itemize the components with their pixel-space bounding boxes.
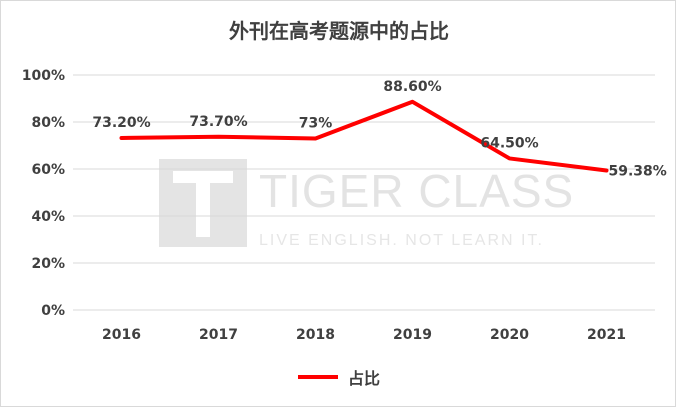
watermark-logo-t-stem (196, 171, 210, 237)
y-tick-label: 60% (31, 162, 65, 178)
y-tick-label: 80% (31, 115, 65, 131)
y-tick-label: 20% (31, 256, 65, 272)
data-label: 59.38% (609, 163, 667, 179)
x-tick-label: 2017 (199, 327, 238, 343)
legend: 占比 (1, 365, 676, 389)
series-line-group (119, 99, 609, 173)
data-labels: 73.20% 73.70% 73% 88.60% 64.50% 59.38% (92, 79, 666, 180)
watermark-brand: TIGER CLASS (259, 165, 574, 217)
data-label: 64.50% (480, 135, 538, 151)
watermark-tagline: LIVE ENGLISH. NOT LEARN IT. (259, 232, 544, 249)
data-label: 73% (299, 115, 333, 131)
y-tick-label: 100% (22, 68, 65, 84)
gridlines (73, 74, 655, 311)
x-tick-label: 2020 (490, 327, 529, 343)
data-label: 73.20% (92, 115, 150, 131)
legend-swatch (297, 375, 338, 379)
x-axis-ticks: 2016 2017 2018 2019 2020 2021 (102, 327, 626, 343)
y-axis-ticks: 0% 20% 40% 60% 80% 100% (22, 68, 65, 319)
series-line (119, 99, 609, 173)
legend-label: 占比 (347, 369, 380, 388)
x-tick-label: 2016 (102, 327, 141, 343)
data-label: 73.70% (189, 114, 247, 130)
x-tick-label: 2021 (587, 327, 626, 343)
chart-title: 外刊在高考题源中的占比 (229, 19, 449, 43)
watermark: TIGER CLASS LIVE ENGLISH. NOT LEARN IT. (159, 159, 574, 249)
x-tick-label: 2019 (393, 327, 432, 343)
y-tick-label: 0% (41, 303, 65, 319)
y-tick-label: 40% (31, 209, 65, 225)
data-label: 88.60% (383, 79, 441, 95)
x-tick-label: 2018 (296, 327, 335, 343)
